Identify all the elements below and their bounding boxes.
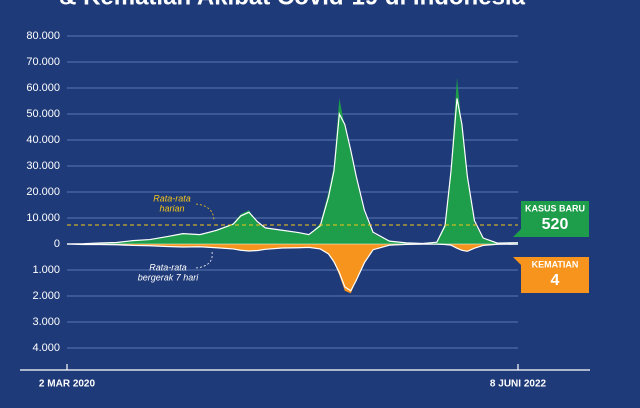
annotation-arrow bbox=[195, 203, 215, 222]
chart-title: & Kematian Akibat Covid-19 di Indonesia bbox=[59, 0, 526, 10]
callout-label: KASUS BARU bbox=[525, 203, 585, 213]
x-tick-label: 8 JUNI 2022 bbox=[490, 379, 547, 390]
moving-average-line bbox=[66, 98, 519, 245]
y-tick-label: 60.000 bbox=[26, 82, 60, 94]
y-tick-label: 0 bbox=[54, 238, 60, 250]
callout-cases-pointer bbox=[513, 229, 521, 237]
y2-tick-label: 3.000 bbox=[32, 316, 60, 328]
y2-tick-label: 2.000 bbox=[32, 290, 60, 302]
annotation: Rata-rata bbox=[149, 262, 187, 272]
callout-label: KEMATIAN bbox=[532, 259, 579, 269]
y-tick-label: 70.000 bbox=[26, 56, 60, 68]
annotation: bergerak 7 hari bbox=[138, 272, 200, 282]
callout-value: 4 bbox=[551, 272, 560, 289]
y-tick-label: 10.000 bbox=[26, 212, 60, 224]
y2-tick-label: 4.000 bbox=[32, 342, 60, 354]
y-tick-label: 50.000 bbox=[26, 108, 60, 120]
callout-deaths bbox=[521, 257, 589, 293]
y-tick-label: 20.000 bbox=[26, 186, 60, 198]
x-tick-label: 2 MAR 2020 bbox=[39, 379, 96, 390]
y-tick-label: 30.000 bbox=[26, 160, 60, 172]
annotation: Rata-rata bbox=[153, 193, 191, 203]
y2-tick-label: 1.000 bbox=[32, 264, 60, 276]
area bbox=[67, 77, 518, 244]
callout-deaths-pointer bbox=[513, 257, 521, 265]
y-tick-label: 40.000 bbox=[26, 134, 60, 146]
annotation: harian bbox=[159, 203, 184, 213]
callout-value: 520 bbox=[542, 216, 569, 233]
y-tick-label: 80.000 bbox=[26, 30, 60, 42]
callout-cases bbox=[521, 201, 589, 237]
moving-average-line bbox=[66, 243, 519, 292]
